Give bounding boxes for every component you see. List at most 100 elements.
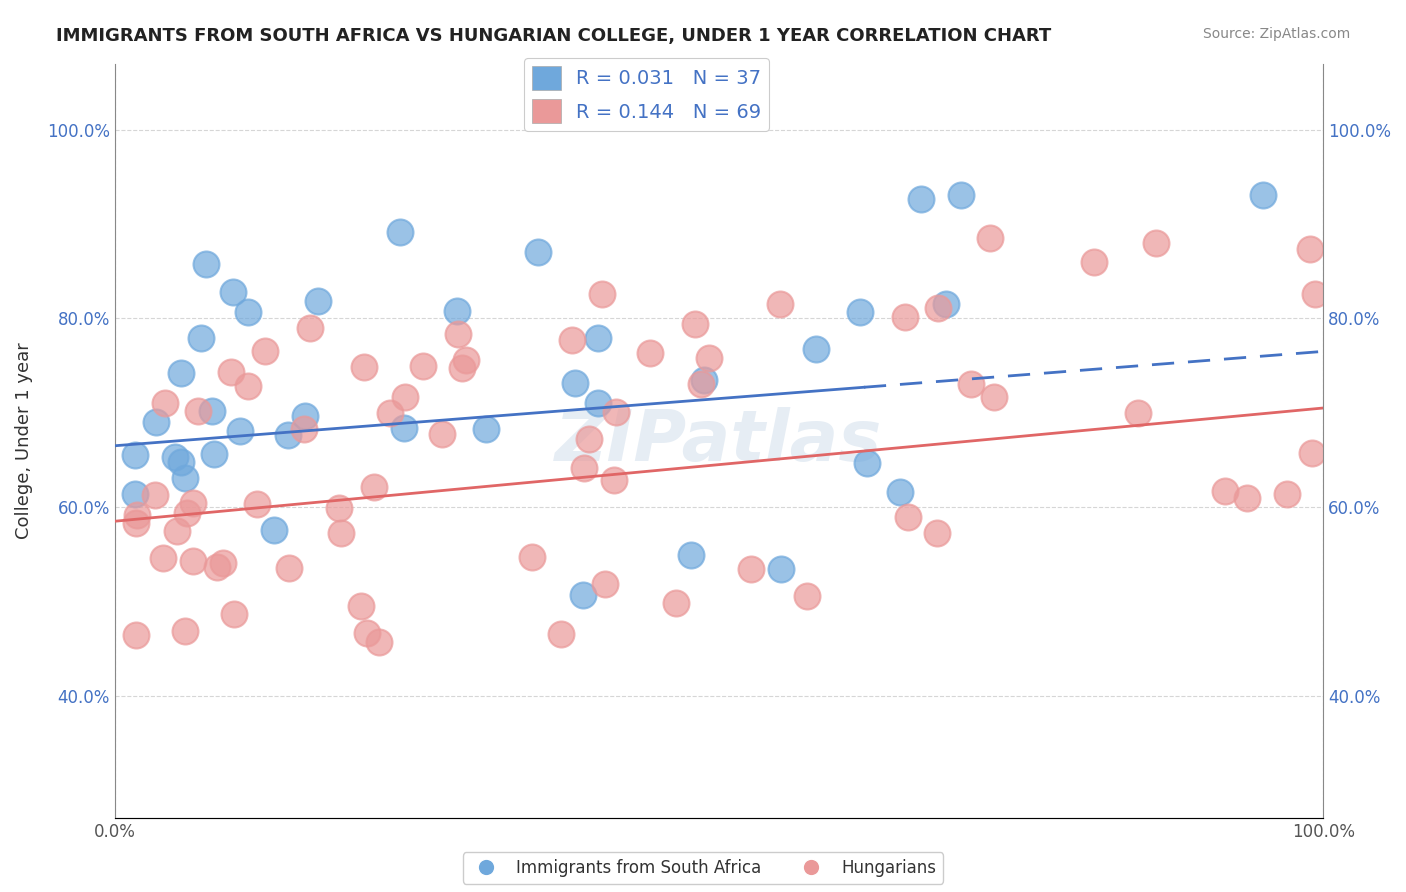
Point (588, 330, 610, 344)
Text: ZIPatlas: ZIPatlas (555, 407, 883, 475)
Point (571, 588, 593, 602)
Point (665, 596, 688, 610)
Point (1275, 487, 1298, 501)
Point (307, 293, 329, 308)
Point (983, 390, 1005, 404)
Point (298, 320, 321, 334)
Point (263, 523, 285, 537)
Point (183, 496, 205, 510)
Point (446, 303, 468, 318)
Point (194, 257, 217, 271)
Point (350, 599, 373, 613)
Point (769, 297, 792, 311)
Point (163, 450, 186, 464)
Point (1236, 491, 1258, 506)
Point (1301, 446, 1323, 460)
Point (564, 376, 586, 390)
Point (578, 432, 600, 446)
Point (910, 193, 932, 207)
Point (430, 427, 453, 442)
Point (949, 187, 972, 202)
Point (699, 351, 721, 366)
Point (849, 304, 872, 318)
Point (125, 628, 148, 642)
Point (145, 415, 167, 429)
Point (690, 377, 713, 392)
Point (451, 361, 474, 376)
Point (389, 225, 412, 239)
Point (363, 480, 385, 494)
Point (356, 626, 378, 640)
Point (124, 516, 146, 531)
Point (572, 460, 595, 475)
Point (856, 456, 879, 470)
Point (292, 422, 315, 436)
Point (526, 245, 548, 260)
Point (1303, 286, 1326, 301)
Point (380, 406, 402, 420)
Point (181, 554, 204, 568)
Point (294, 409, 316, 423)
Point (222, 285, 245, 299)
Point (190, 331, 212, 345)
Point (176, 506, 198, 520)
Point (591, 286, 613, 301)
Point (927, 526, 949, 541)
Point (170, 455, 193, 469)
Point (205, 560, 228, 574)
Point (277, 560, 299, 574)
Point (893, 310, 915, 324)
Point (353, 359, 375, 374)
Point (550, 626, 572, 640)
Point (796, 590, 818, 604)
Point (1251, 188, 1274, 202)
Point (475, 422, 498, 436)
Point (769, 562, 792, 576)
Point (412, 359, 434, 373)
Point (960, 376, 983, 391)
Point (1299, 242, 1322, 256)
Point (681, 548, 703, 562)
Point (187, 404, 209, 418)
Point (124, 448, 146, 462)
Point (935, 297, 957, 311)
Point (143, 487, 166, 501)
Y-axis label: College, Under 1 year: College, Under 1 year (15, 343, 32, 540)
Point (222, 607, 245, 621)
Legend: R = 0.031   N = 37, R = 0.144   N = 69: R = 0.031 N = 37, R = 0.144 N = 69 (524, 58, 769, 131)
Point (1128, 406, 1150, 420)
Point (328, 500, 350, 515)
Point (394, 390, 416, 404)
Point (329, 525, 352, 540)
Point (236, 304, 259, 318)
Point (683, 317, 706, 331)
Point (246, 497, 269, 511)
Point (201, 403, 224, 417)
Text: Source: ZipAtlas.com: Source: ZipAtlas.com (1202, 27, 1350, 41)
Point (277, 428, 299, 442)
Point (254, 344, 277, 359)
Point (740, 562, 762, 576)
Point (125, 508, 148, 522)
Text: IMMIGRANTS FROM SOUTH AFRICA VS HUNGARIAN COLLEGE, UNDER 1 YEAR CORRELATION CHAR: IMMIGRANTS FROM SOUTH AFRICA VS HUNGARIA… (56, 27, 1052, 45)
Point (170, 366, 193, 380)
Point (394, 421, 416, 435)
Point (229, 424, 252, 438)
Point (804, 343, 827, 357)
Point (520, 549, 543, 564)
Point (979, 231, 1001, 245)
Point (152, 550, 174, 565)
Legend: Immigrants from South Africa, Hungarians: Immigrants from South Africa, Hungarians (463, 853, 943, 884)
Point (927, 301, 949, 315)
Point (603, 473, 626, 487)
Point (446, 326, 468, 341)
Point (153, 396, 176, 410)
Point (1144, 236, 1167, 251)
Point (174, 624, 197, 639)
Point (605, 405, 627, 419)
Point (219, 365, 242, 379)
Point (586, 396, 609, 410)
Point (212, 557, 235, 571)
Point (124, 487, 146, 501)
Point (1213, 483, 1236, 498)
